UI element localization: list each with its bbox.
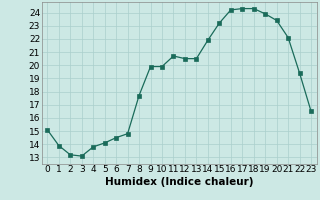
X-axis label: Humidex (Indice chaleur): Humidex (Indice chaleur) [105,177,253,187]
